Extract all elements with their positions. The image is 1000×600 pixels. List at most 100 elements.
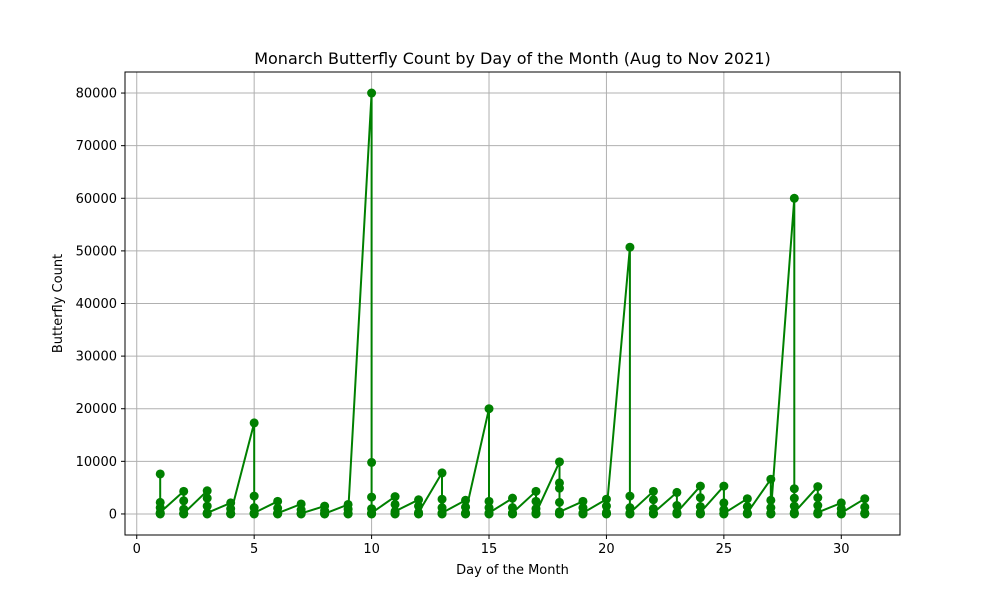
data-point: [155, 507, 165, 517]
data-point: [202, 508, 212, 518]
data-point: [813, 507, 823, 517]
data-point: [836, 508, 846, 518]
data-point: [789, 484, 799, 494]
data-point: [508, 493, 517, 503]
data-point: [390, 499, 400, 509]
data-point: [695, 507, 705, 517]
data-point: [578, 496, 588, 506]
data-point: [648, 508, 658, 518]
data-point: [484, 496, 494, 506]
data-point: [179, 486, 189, 496]
x-axis-label: Day of the Month: [456, 563, 569, 578]
series-monarch-counts: [155, 88, 870, 519]
data-point: [531, 508, 541, 518]
data-point: [249, 418, 259, 428]
data-point: [813, 482, 823, 492]
x-tick-label: 25: [716, 542, 733, 557]
data-point: [296, 508, 306, 518]
y-tick-label: 10000: [76, 455, 117, 470]
series-line: [159, 92, 866, 515]
data-point: [414, 501, 424, 511]
x-tick-label: 30: [833, 542, 850, 557]
x-tick-label: 0: [133, 542, 141, 557]
data-point: [343, 508, 353, 518]
x-tick-label: 10: [363, 542, 380, 557]
data-point: [789, 507, 799, 517]
x-tick-label: 5: [250, 542, 258, 557]
data-point: [273, 508, 283, 518]
data-point: [390, 506, 400, 516]
data-point: [625, 491, 635, 501]
data-point: [249, 508, 259, 518]
y-tick-label: 20000: [76, 402, 117, 417]
data-point: [367, 492, 377, 502]
data-point: [531, 486, 541, 496]
data-point: [179, 508, 189, 518]
data-point: [320, 509, 330, 519]
data-point: [601, 501, 611, 511]
data-point: [202, 501, 212, 511]
data-point: [414, 507, 424, 517]
data-point: [554, 497, 564, 507]
data-point: [367, 457, 377, 467]
data-point: [719, 481, 729, 491]
y-tick-label: 40000: [76, 297, 117, 312]
data-point: [742, 494, 752, 504]
data-point: [437, 494, 447, 504]
data-point: [437, 468, 447, 478]
data-point: [414, 495, 424, 505]
data-point: [648, 486, 658, 496]
x-tick-label: 15: [481, 542, 498, 557]
data-point: [554, 483, 564, 493]
data-point: [202, 486, 212, 496]
data-point: [155, 469, 165, 479]
data-point: [578, 508, 588, 518]
data-point: [860, 508, 870, 518]
x-tick-label: 20: [598, 542, 615, 557]
y-tick-label: 0: [109, 507, 117, 522]
data-point: [554, 507, 564, 517]
data-point: [695, 493, 705, 503]
data-point: [484, 508, 494, 518]
chart-title: Monarch Butterfly Count by Day of the Mo…: [254, 49, 771, 68]
data-point: [461, 508, 471, 518]
data-point: [742, 508, 752, 518]
data-point: [273, 496, 283, 506]
data-point: [367, 88, 377, 98]
y-tick-label: 80000: [76, 87, 117, 102]
data-point: [437, 508, 447, 518]
data-point: [766, 474, 776, 484]
data-point: [390, 492, 400, 502]
data-point: [789, 193, 799, 203]
data-point: [672, 507, 682, 517]
data-point: [672, 487, 682, 497]
data-point: [202, 493, 212, 503]
data-point: [461, 495, 471, 505]
data-point: [766, 508, 776, 518]
grid: [125, 72, 900, 535]
data-point: [601, 494, 611, 504]
data-point: [813, 493, 823, 503]
data-point: [554, 457, 564, 467]
data-point: [695, 481, 705, 491]
data-point: [367, 508, 377, 518]
data-point: [813, 501, 823, 511]
data-point: [742, 502, 752, 512]
data-point: [789, 501, 799, 511]
data-point: [672, 501, 682, 511]
data-point: [531, 496, 541, 506]
data-point: [179, 496, 189, 506]
axis-ticks: 0 5 10 15 20 25 30 0 10000 20000 30000 40000 50000 60…: [76, 87, 850, 557]
y-axis-label: Butterfly Count: [51, 254, 66, 353]
data-point: [508, 508, 517, 518]
data-point: [601, 507, 611, 517]
data-point: [625, 508, 635, 518]
data-point: [648, 495, 658, 505]
data-point: [789, 493, 799, 503]
data-point: [719, 498, 729, 508]
data-point: [766, 495, 776, 505]
data-point: [484, 404, 494, 414]
y-tick-label: 30000: [76, 350, 117, 365]
